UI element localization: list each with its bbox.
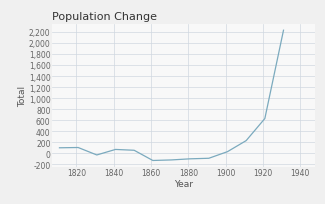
X-axis label: Year: Year	[174, 179, 193, 188]
Y-axis label: Total: Total	[19, 85, 28, 106]
Text: Population Change: Population Change	[52, 12, 157, 22]
